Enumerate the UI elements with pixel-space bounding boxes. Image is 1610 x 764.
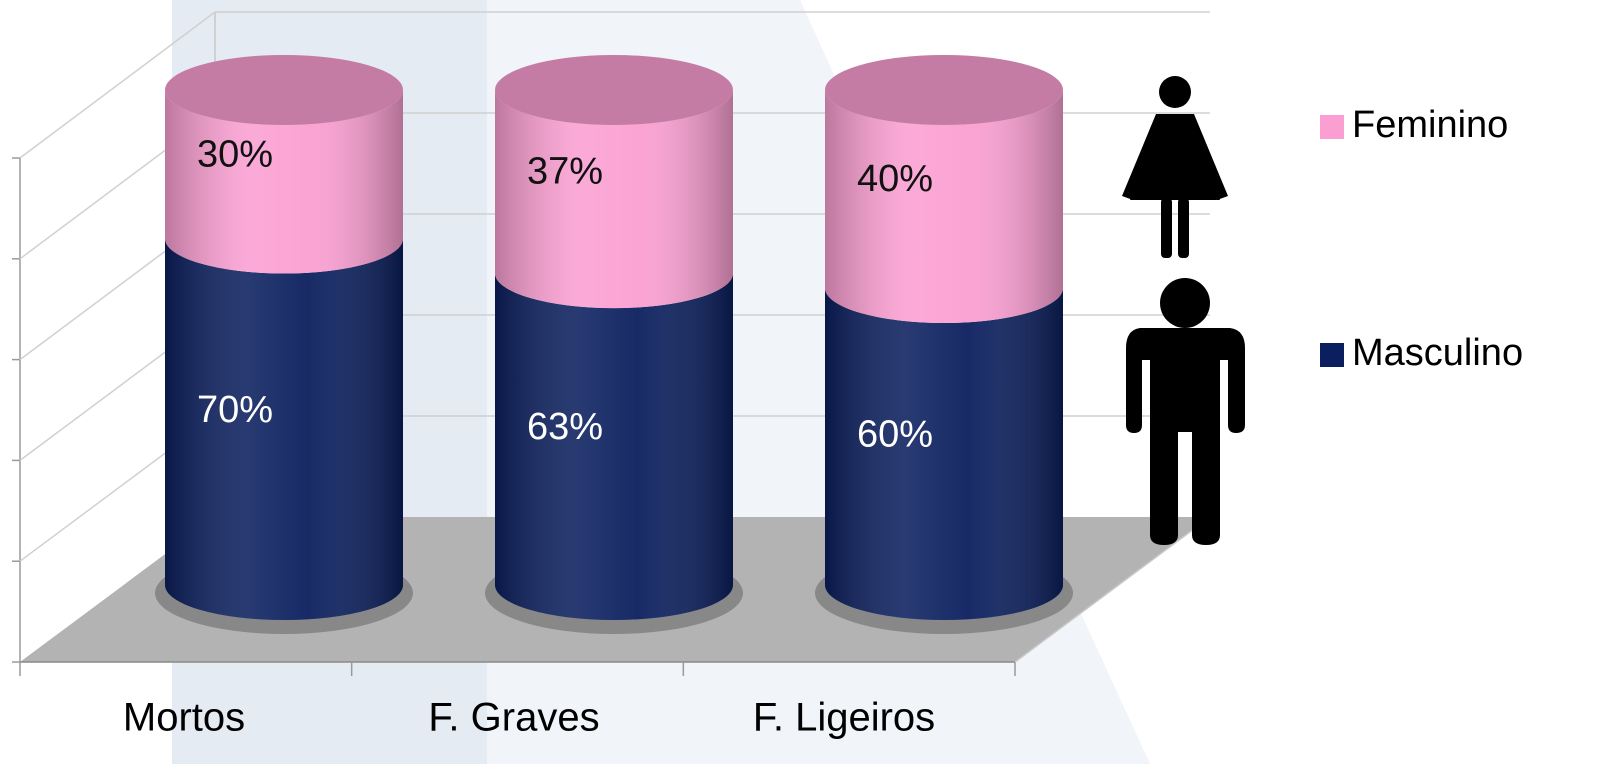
bar-top xyxy=(495,55,733,125)
legend-swatch xyxy=(1320,115,1344,139)
bar-shading xyxy=(165,90,403,274)
legend-label: Masculino xyxy=(1352,332,1523,374)
x-tick-label: F. Graves xyxy=(428,696,599,740)
bar-shading xyxy=(495,273,733,620)
floor-edge xyxy=(1014,516,1211,663)
bar-top-shade xyxy=(495,55,733,125)
male-icon xyxy=(1126,278,1245,545)
data-label: 60% xyxy=(857,414,933,456)
x-tick-label: Mortos xyxy=(123,696,245,740)
bar-top xyxy=(825,55,1063,125)
bar-top-shade xyxy=(165,55,403,125)
bar-shading xyxy=(825,288,1063,620)
data-label: 37% xyxy=(527,151,603,193)
data-label: 30% xyxy=(197,133,273,175)
bar-shading xyxy=(165,238,403,620)
bar-top xyxy=(165,55,403,125)
bar-shading xyxy=(495,90,733,309)
bar-shading xyxy=(825,90,1063,323)
x-tick-label: F. Ligeiros xyxy=(753,696,935,740)
data-label: 70% xyxy=(197,389,273,431)
legend-label: Feminino xyxy=(1352,104,1508,146)
grid-line xyxy=(19,11,216,159)
data-label: 63% xyxy=(527,406,603,448)
data-label: 40% xyxy=(857,158,933,200)
legend-swatch xyxy=(1320,343,1344,367)
female-icon xyxy=(1122,76,1228,258)
bar-top-shade xyxy=(825,55,1063,125)
